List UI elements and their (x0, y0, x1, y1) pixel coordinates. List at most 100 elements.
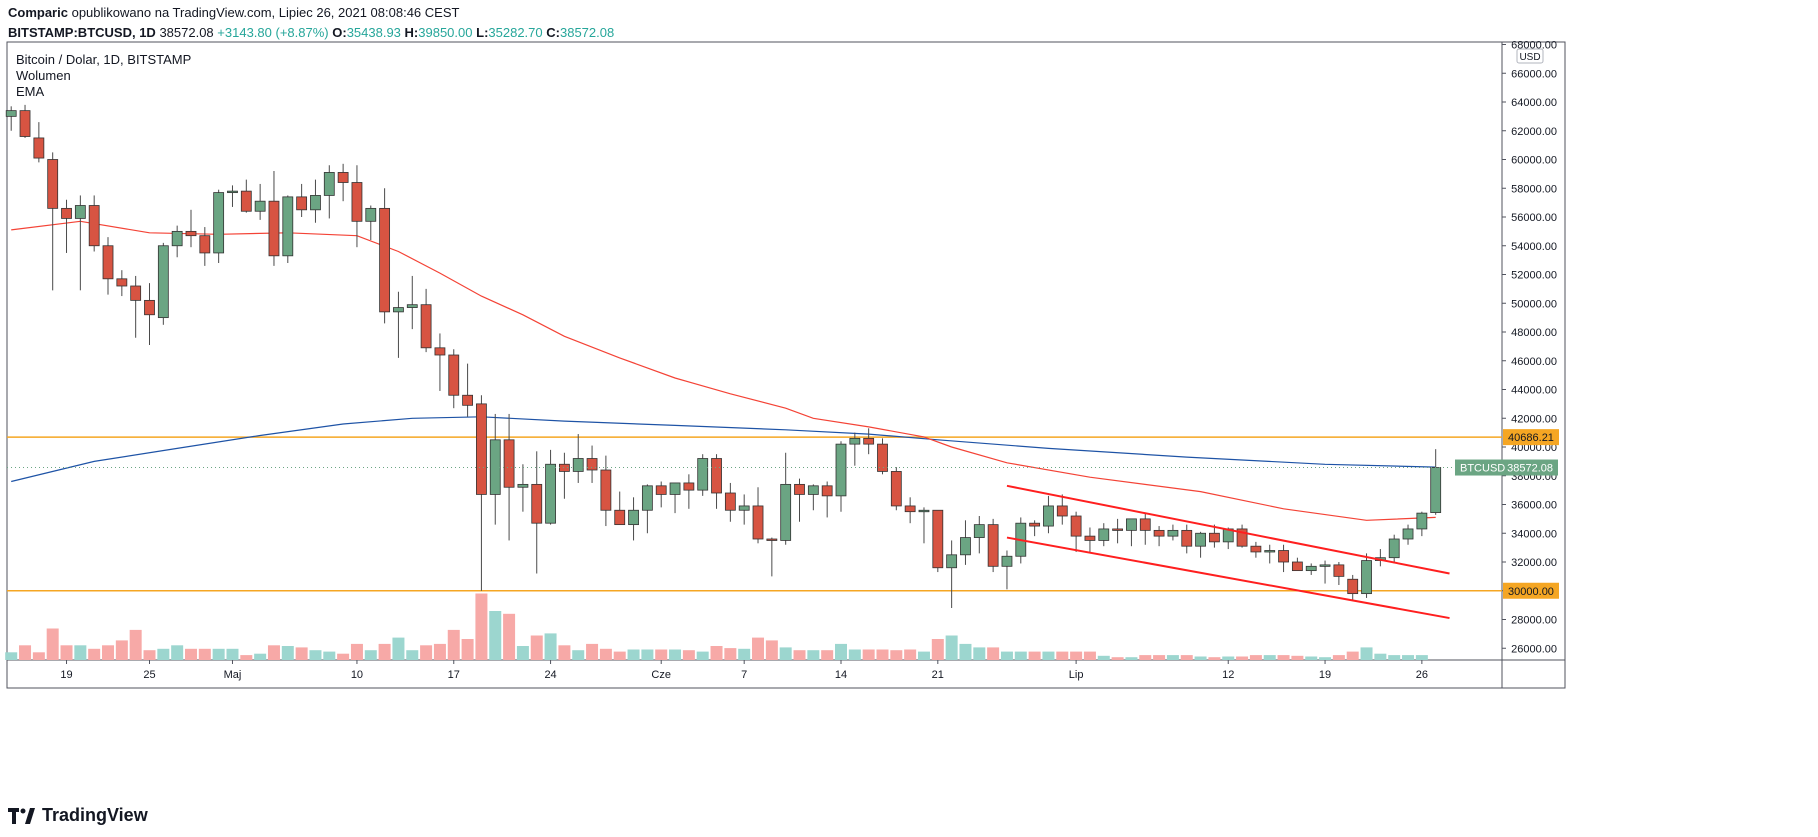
volume-bar (1360, 647, 1373, 660)
candle-body (1126, 518, 1137, 531)
candlestick (987, 518, 999, 573)
y-tick-label: 34000.00 (1511, 528, 1557, 540)
volume-bar (1070, 651, 1083, 660)
candlestick (157, 242, 169, 325)
candlestick (1084, 527, 1096, 552)
volume-bar (364, 650, 377, 660)
last-price-badge (1455, 459, 1558, 476)
candle-body (724, 492, 736, 511)
candlestick (323, 165, 335, 219)
candle-body (1291, 561, 1303, 572)
ohlc-header: BITSTAMP:BTCUSD, 1D 38572.08 +3143.80 (+… (8, 25, 614, 40)
candlestick (227, 185, 238, 207)
candle-body (821, 485, 833, 497)
volume-bar (917, 651, 930, 660)
volume-bar (1402, 655, 1415, 660)
candlestick (821, 481, 833, 518)
candle-body (74, 205, 86, 219)
open-label: O: (332, 25, 347, 40)
candlestick (655, 481, 667, 508)
x-tick-label: 21 (932, 669, 944, 681)
volume-bar (281, 646, 294, 660)
volume-bar (1291, 655, 1304, 660)
candlestick (863, 428, 875, 455)
candle-body (47, 159, 59, 209)
candlestick (960, 520, 971, 565)
legend-ema[interactable]: EMA (16, 84, 45, 99)
candlestick (1153, 526, 1165, 547)
tradingview-logo[interactable]: TradingView (8, 805, 148, 826)
x-tick-label: 25 (143, 669, 155, 681)
y-tick-label: 28000.00 (1511, 615, 1557, 627)
volume-bar (406, 650, 419, 660)
candlestick (74, 195, 86, 291)
candlestick (379, 188, 391, 324)
candlestick (282, 195, 294, 263)
volume-bar (558, 645, 571, 660)
x-tick-label: Cze (651, 669, 671, 681)
candlestick (946, 540, 958, 608)
candle-body (1416, 512, 1428, 530)
candle-body (1361, 560, 1372, 595)
volume-bar (669, 649, 682, 660)
price-change: +3143.80 (+8.87%) (217, 25, 329, 40)
volume-bar (60, 645, 73, 660)
volume-bar (1166, 655, 1179, 660)
candle-body (932, 509, 944, 569)
volume-bar (1111, 657, 1124, 660)
candle-body (987, 524, 999, 567)
candlestick (1319, 560, 1331, 584)
x-tick-label: Maj (224, 669, 242, 681)
low-value: 35282.70 (488, 25, 543, 40)
volume-bar (74, 645, 87, 660)
candle-body (877, 443, 888, 472)
candle-body (185, 230, 197, 237)
candlestick (973, 516, 985, 554)
candlestick (1264, 544, 1276, 564)
volume-bar (1042, 651, 1055, 660)
y-tick-label: 50000.00 (1511, 298, 1557, 310)
y-tick-label: 60000.00 (1511, 155, 1557, 167)
publish-date: opublikowano na TradingView.com, Lipiec … (71, 5, 460, 20)
volume-bar (102, 645, 115, 660)
candlestick (711, 454, 722, 509)
volume-bar (627, 649, 640, 660)
candle-body (655, 485, 667, 495)
candle-body (254, 200, 266, 212)
candlestick (1029, 520, 1041, 537)
candlestick (420, 288, 432, 353)
candlestick (489, 413, 501, 525)
candlestick (199, 227, 211, 266)
volume-bar (1332, 655, 1345, 660)
volume-bar (157, 648, 170, 660)
candle-body (738, 505, 750, 511)
volume-bar (862, 649, 875, 660)
volume-bar (1056, 651, 1069, 660)
candle-body (1181, 529, 1193, 547)
legend-volume[interactable]: Wolumen (16, 68, 71, 83)
candlestick (1139, 513, 1151, 545)
volume-bar (309, 650, 322, 660)
candlestick (406, 275, 418, 330)
x-tick-label: 12 (1222, 669, 1234, 681)
volume-bar (987, 647, 1000, 660)
candle-body (5, 110, 17, 117)
candlestick (752, 487, 764, 544)
level-price-label: 40686.21 (1508, 432, 1554, 444)
ema200-line (11, 416, 1436, 483)
candle-body (918, 509, 930, 513)
volume-bar (1097, 655, 1110, 660)
volume-bar (613, 651, 626, 660)
candle-body (1056, 505, 1068, 517)
candlestick (393, 291, 404, 358)
candlestick (310, 179, 321, 223)
candlestick (1070, 511, 1082, 552)
candlestick (794, 478, 805, 522)
candlestick (641, 484, 653, 534)
candle-body (144, 299, 155, 316)
candlestick (738, 494, 750, 525)
candlestick (462, 363, 473, 417)
candle-body (614, 509, 626, 526)
publish-info: Comparic opublikowano na TradingView.com… (8, 5, 459, 20)
